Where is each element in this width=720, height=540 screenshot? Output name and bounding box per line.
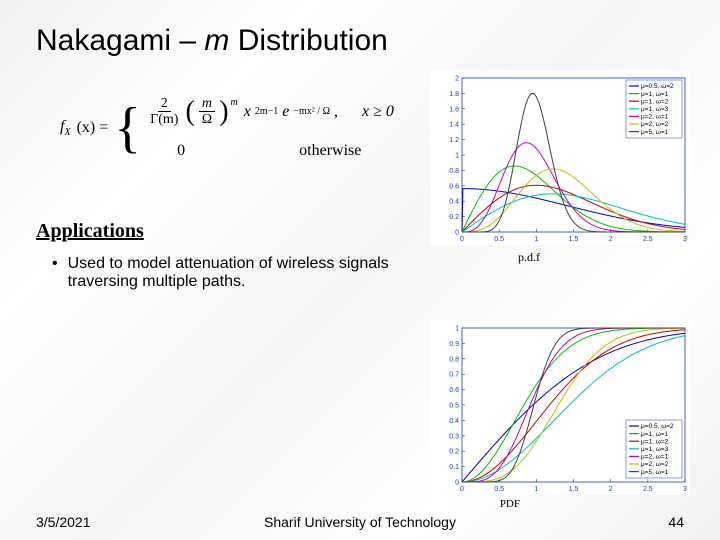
svg-text:2: 2	[455, 76, 459, 83]
svg-text:μ=1, ω=1: μ=1, ω=1	[641, 91, 669, 98]
svg-text:0.6: 0.6	[449, 387, 459, 394]
svg-text:0: 0	[460, 236, 464, 243]
svg-text:0.9: 0.9	[449, 341, 459, 348]
title-m: m	[204, 24, 229, 57]
svg-text:μ=0.5, ω=2: μ=0.5, ω=2	[641, 423, 674, 430]
svg-text:1.5: 1.5	[569, 486, 579, 493]
svg-text:1: 1	[455, 326, 459, 333]
svg-text:0.8: 0.8	[449, 356, 459, 363]
svg-text:1.8: 1.8	[449, 91, 459, 98]
footer-university: Sharif University of Technology	[264, 514, 456, 530]
frac-m-omega: m Ω	[199, 96, 215, 128]
svg-text:2: 2	[609, 486, 613, 493]
svg-text:μ=1, ω=2: μ=1, ω=2	[641, 98, 669, 105]
svg-text:2: 2	[609, 236, 613, 243]
pdf-plot-svg: 0 0.5 1 1.5 2 2.5 3 0 0.2 0.4 0.6 0.8 1 1.2 1.4 1.6 1.8 2…	[430, 70, 690, 245]
svg-text:0: 0	[455, 230, 459, 237]
bullet-marker: •	[52, 255, 58, 291]
svg-text:μ=5, ω=1: μ=5, ω=1	[641, 469, 669, 476]
svg-text:0.5: 0.5	[449, 403, 459, 410]
svg-text:0.5: 0.5	[494, 486, 504, 493]
svg-text:3: 3	[683, 486, 687, 493]
svg-text:μ=2, ω=1: μ=2, ω=1	[641, 454, 669, 461]
svg-text:0.7: 0.7	[449, 372, 459, 379]
svg-text:1: 1	[534, 486, 538, 493]
svg-text:μ=2, ω=2: μ=2, ω=2	[641, 461, 669, 468]
title-prefix: Nakagami –	[36, 24, 204, 57]
svg-text:0.2: 0.2	[449, 449, 459, 456]
cdf-chart: 0 0.5 1 1.5 2 2.5 3 0 0.1 0.2 0.3 0.4 0.5 0.6 0.7 0.8 0.…	[430, 320, 690, 495]
formula-brace: {	[114, 103, 141, 153]
svg-text:1: 1	[455, 153, 459, 160]
cdf-caption: PDF	[500, 498, 520, 510]
svg-text:1: 1	[534, 236, 538, 243]
formula-lhs: fX	[60, 118, 71, 138]
svg-text:μ=2, ω=1: μ=2, ω=1	[641, 114, 669, 121]
svg-text:μ=2, ω=2: μ=2, ω=2	[641, 121, 669, 128]
svg-text:0.6: 0.6	[449, 183, 459, 190]
footer-date: 3/5/2021	[36, 514, 91, 530]
svg-text:2.5: 2.5	[643, 236, 653, 243]
formula-case-main: 2 Γ(m) ( m Ω ) m x 2m−1 e −mx² / Ω , x ≥…	[147, 96, 394, 128]
svg-text:1.6: 1.6	[449, 106, 459, 113]
formula-lhs-arg: (x) =	[77, 119, 109, 137]
frac-2-gamma: 2 Γ(m)	[147, 96, 181, 128]
slide-title: Nakagami – m Distribution	[36, 24, 684, 58]
svg-text:0.8: 0.8	[449, 168, 459, 175]
svg-text:1.4: 1.4	[449, 122, 459, 129]
svg-text:1.5: 1.5	[569, 236, 579, 243]
pdf-caption: p.d.f	[518, 250, 540, 265]
title-suffix: Distribution	[229, 24, 387, 57]
formula-cases: 2 Γ(m) ( m Ω ) m x 2m−1 e −mx² / Ω , x ≥…	[147, 96, 394, 160]
slide-footer: 3/5/2021 Sharif University of Technology…	[0, 514, 720, 530]
applications-bullet: • Used to model attenuation of wireless …	[36, 255, 416, 291]
svg-text:μ=0.5, ω=2: μ=0.5, ω=2	[641, 83, 674, 90]
svg-text:3: 3	[683, 236, 687, 243]
svg-text:0.5: 0.5	[494, 236, 504, 243]
svg-text:μ=1, ω=1: μ=1, ω=1	[641, 431, 669, 438]
svg-text:1.2: 1.2	[449, 137, 459, 144]
svg-text:2.5: 2.5	[643, 486, 653, 493]
svg-text:0.4: 0.4	[449, 199, 459, 206]
cdf-plot-svg: 0 0.5 1 1.5 2 2.5 3 0 0.1 0.2 0.3 0.4 0.5 0.6 0.7 0.8 0.…	[430, 320, 690, 495]
svg-text:0: 0	[455, 480, 459, 487]
svg-text:0.2: 0.2	[449, 214, 459, 221]
footer-page-number: 44	[668, 514, 684, 530]
pdf-chart: 0 0.5 1 1.5 2 2.5 3 0 0.2 0.4 0.6 0.8 1 1.2 1.4 1.6 1.8 2…	[430, 70, 690, 245]
formula-case-otherwise: 0 otherwise	[147, 142, 394, 160]
svg-text:0.3: 0.3	[449, 433, 459, 440]
bullet-text: Used to model attenuation of wireless si…	[68, 255, 416, 291]
svg-text:0.4: 0.4	[449, 418, 459, 425]
svg-text:μ=1, ω=2: μ=1, ω=2	[641, 438, 669, 445]
svg-text:μ=1, ω=3: μ=1, ω=3	[641, 106, 669, 113]
svg-text:0.1: 0.1	[449, 464, 459, 471]
svg-text:μ=1, ω=3: μ=1, ω=3	[641, 446, 669, 453]
svg-text:0: 0	[460, 486, 464, 493]
svg-text:μ=5, ω=1: μ=5, ω=1	[641, 129, 669, 136]
